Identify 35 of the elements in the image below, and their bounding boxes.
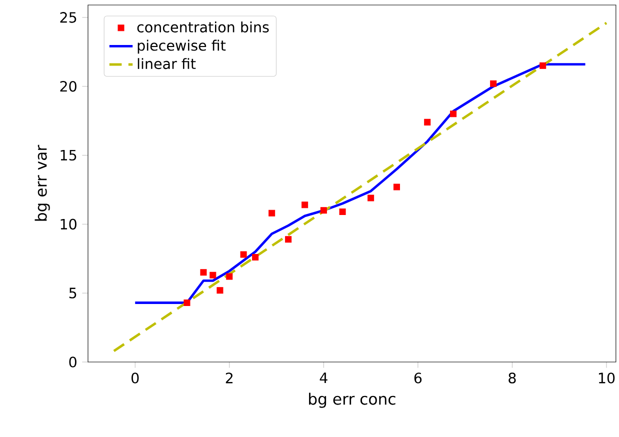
point bbox=[200, 269, 207, 276]
x-tick-label: 8 bbox=[508, 372, 516, 384]
y-tick-label: 20 bbox=[60, 80, 76, 92]
x-tick-label: 4 bbox=[320, 372, 328, 383]
point bbox=[339, 208, 346, 216]
x-tick-label: 6 bbox=[414, 372, 422, 384]
point bbox=[216, 287, 224, 294]
x-tick-label: 0 bbox=[132, 372, 139, 384]
legend-label: piecewise fit bbox=[138, 40, 226, 54]
y-tick-label: 10 bbox=[60, 218, 76, 230]
point bbox=[302, 202, 308, 208]
y-tick-label: 15 bbox=[60, 150, 76, 161]
point bbox=[320, 207, 327, 214]
point bbox=[252, 254, 259, 261]
point bbox=[184, 299, 190, 306]
point bbox=[490, 80, 497, 87]
point bbox=[268, 210, 276, 216]
x-axis-title: bg err conc bbox=[309, 392, 396, 408]
y-axis-title: bg err var bbox=[34, 144, 50, 221]
point bbox=[240, 251, 247, 258]
point bbox=[210, 272, 216, 278]
legend-label: linear fit bbox=[138, 58, 196, 70]
point bbox=[226, 273, 233, 280]
y-tick-label: 25 bbox=[60, 12, 76, 23]
point bbox=[285, 236, 292, 243]
y-tick-label: 5 bbox=[69, 288, 76, 298]
point bbox=[450, 110, 457, 118]
point bbox=[540, 62, 546, 69]
point bbox=[368, 194, 374, 202]
x-tick-label: 10 bbox=[598, 372, 615, 384]
point bbox=[424, 118, 431, 126]
x-tick-label: 2 bbox=[226, 372, 233, 384]
y-tick-label: 0 bbox=[69, 356, 76, 368]
point bbox=[393, 184, 400, 190]
legend-label: concentration bins bbox=[137, 21, 269, 32]
